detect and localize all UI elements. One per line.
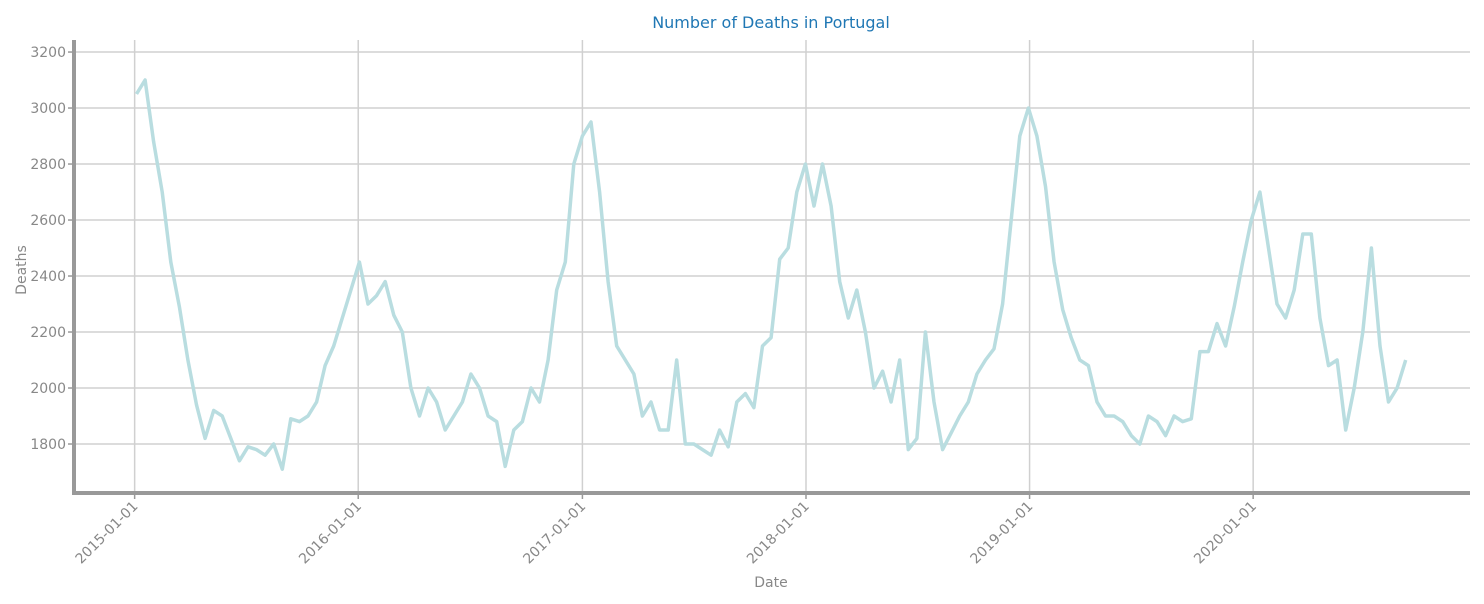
x-axis-label: Date: [754, 575, 787, 591]
chart-title: Number of Deaths in Portugal: [652, 13, 890, 32]
x-tick-label: 2020-01-01: [1191, 499, 1260, 568]
y-tick-label: 2400: [30, 269, 66, 285]
x-tick-label: 2017-01-01: [520, 499, 589, 568]
data-line: [135, 78, 1408, 471]
y-tick-label: 2800: [30, 157, 66, 173]
y-tick-label: 1800: [30, 437, 66, 453]
y-tick-label: 3000: [30, 101, 66, 117]
y-axis-label: Deaths: [14, 245, 30, 295]
x-tick-label: 2015-01-01: [73, 499, 142, 568]
x-tick-label: 2019-01-01: [968, 499, 1037, 568]
y-tick-label: 2600: [30, 213, 66, 229]
y-tick-label: 3200: [30, 45, 66, 61]
x-tick-label: 2018-01-01: [744, 499, 813, 568]
x-tick-label: 2016-01-01: [296, 499, 365, 568]
y-tick-label: 2000: [30, 381, 66, 397]
y-tick-label: 2200: [30, 325, 66, 341]
